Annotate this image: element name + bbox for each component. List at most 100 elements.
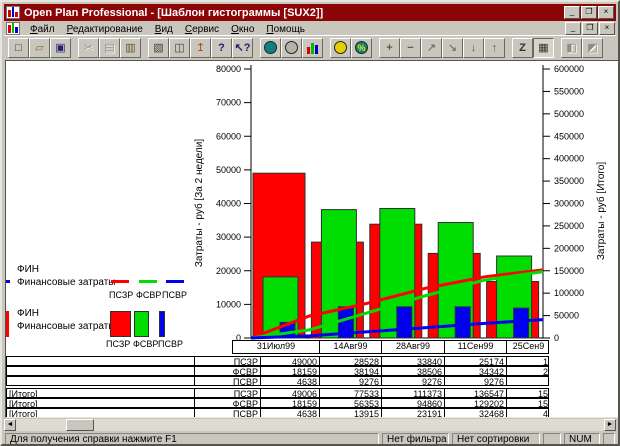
toolbar-separator bbox=[554, 38, 561, 58]
date-header-4: 11Сен99 bbox=[444, 341, 506, 353]
toolbar-separator bbox=[253, 38, 260, 58]
cumulative-line-ПСВР bbox=[250, 318, 544, 340]
add-icon: + bbox=[386, 41, 393, 54]
close-button[interactable]: × bbox=[598, 6, 614, 19]
scroll-right-button[interactable]: ► bbox=[604, 419, 616, 431]
scroll-left-button[interactable]: ◄ bbox=[4, 419, 16, 431]
legend-bar-label-ПСВР: ПСВР bbox=[158, 339, 183, 349]
row-value-3: 38506 bbox=[381, 367, 444, 375]
zoom-z-button[interactable]: Z bbox=[512, 37, 533, 58]
progress-chart-button bbox=[281, 37, 302, 58]
add-button[interactable]: + bbox=[379, 37, 400, 58]
table-date-header-row[interactable]: 31Июл99 14Авг99 28Авг99 11Сен99 25Сен9 bbox=[232, 340, 549, 354]
legend-line-group-subtitle: Финансовые затраты bbox=[17, 277, 116, 288]
context-help-icon: ↖? bbox=[234, 42, 251, 54]
spreadsheet-view-button[interactable]: ▦ bbox=[533, 37, 554, 58]
title-bar[interactable]: Open Plan Professional - [Шаблон гистогр… bbox=[4, 4, 616, 21]
row-value-2: 56353 bbox=[319, 399, 381, 407]
doc-minimize-button[interactable]: _ bbox=[565, 21, 581, 35]
date-header-2: 14Авг99 bbox=[319, 341, 381, 353]
doc-close-button[interactable]: × bbox=[599, 21, 615, 35]
row-value-4: 129202 bbox=[444, 399, 506, 407]
row-resource-label: ПСВР bbox=[194, 409, 260, 417]
row-value-1: 18159 bbox=[260, 399, 319, 407]
move-up-button[interactable]: ↑ bbox=[484, 37, 505, 58]
row-value-5: 1 bbox=[506, 357, 550, 365]
new-document-button[interactable]: □ bbox=[8, 37, 29, 58]
percent-complete-icon: % bbox=[355, 41, 368, 54]
toolbar: □ ▱ ▣ ✂ ▤ ▥ ▧ ◫ ↥? ↖?% + − ↗ ↘ ↓ ↑ Z ▦ ◧ ◩ bbox=[4, 35, 616, 59]
legend-line-label-ПСЗР: ПСЗР bbox=[109, 290, 134, 300]
help-button[interactable]: ? bbox=[211, 37, 232, 58]
cascade-window-icon: ◩ bbox=[587, 42, 598, 54]
link-button[interactable]: ↗ bbox=[421, 37, 442, 58]
row-value-3: 94860 bbox=[381, 399, 444, 407]
row-value-2: 77533 bbox=[319, 389, 381, 397]
menu-редактирование[interactable]: Редактирование bbox=[66, 24, 143, 35]
menu-items: Файл Редактирование Вид Сервис Окно Помощь bbox=[24, 19, 311, 37]
app-icon[interactable] bbox=[6, 6, 20, 19]
menu-файл[interactable]: Файл bbox=[30, 24, 55, 35]
legend-line-label-ПСВР: ПСВР bbox=[162, 290, 187, 300]
cost-coin-button[interactable] bbox=[330, 37, 351, 58]
open-button[interactable]: ▱ bbox=[29, 37, 50, 58]
bar-ПСВР-period-4 bbox=[454, 306, 471, 339]
percent-complete-button[interactable]: % bbox=[351, 37, 372, 58]
legend-line-swatch-ПСВР bbox=[166, 280, 184, 283]
status-bar: Для получения справки нажмите F1 Нет фил… bbox=[4, 432, 616, 444]
unlink-button[interactable]: ↘ bbox=[442, 37, 463, 58]
print-preview-button[interactable]: ◫ bbox=[169, 37, 190, 58]
doc-restore-button[interactable]: ❐ bbox=[582, 21, 598, 35]
table-row-4[interactable]: [Итого] ПСЗР 49006 77533 111373 136547 15 bbox=[6, 388, 549, 398]
menu-вид[interactable]: Вид bbox=[154, 24, 173, 35]
menu-окно[interactable]: Окно bbox=[231, 24, 255, 35]
print-icon: ▧ bbox=[153, 42, 164, 54]
context-help-button[interactable]: ↖? bbox=[232, 37, 253, 58]
print-preview-icon: ◫ bbox=[174, 42, 185, 54]
row-value-3: 33840 bbox=[381, 357, 444, 365]
table-row-6[interactable]: [Итого] ПСВР 4638 13915 23191 32468 4 bbox=[6, 408, 549, 417]
restore-button[interactable]: ❐ bbox=[581, 6, 597, 19]
menu-bar: Файл Редактирование Вид Сервис Окно Помощь _ … bbox=[4, 21, 616, 35]
minimize-button[interactable]: _ bbox=[564, 6, 580, 19]
row-resource-label: ФСВР bbox=[194, 367, 260, 375]
right-axis-tick-label: 300000 bbox=[554, 199, 584, 209]
print-button[interactable]: ▧ bbox=[148, 37, 169, 58]
document-icon[interactable] bbox=[6, 21, 20, 35]
paste-button[interactable]: ▥ bbox=[120, 37, 141, 58]
legend-bar-group-subtitle: Финансовые затраты bbox=[17, 321, 116, 332]
legend-fragment-blue bbox=[6, 280, 10, 283]
row-value-4: 9276 bbox=[444, 377, 506, 385]
row-value-5 bbox=[506, 377, 550, 385]
left-axis-tick-label: 30000 bbox=[216, 232, 241, 242]
right-axis-tick-label: 450000 bbox=[554, 131, 584, 141]
time-clock-chart-button[interactable] bbox=[260, 37, 281, 58]
table-row-1[interactable]: ПСЗР 49000 28528 33840 25174 1 bbox=[6, 356, 549, 366]
table-row-2[interactable]: ФСВР 18159 38194 38506 34342 2 bbox=[6, 366, 549, 376]
horizontal-scrollbar[interactable]: ◄ ► bbox=[4, 419, 616, 431]
open-icon: ▱ bbox=[35, 42, 44, 54]
tile-window-icon: ◧ bbox=[566, 42, 577, 54]
right-axis-tick-label: 100000 bbox=[554, 288, 584, 298]
row-value-3: 23191 bbox=[381, 409, 444, 417]
scrollbar-thumb[interactable] bbox=[66, 419, 94, 431]
date-header-3: 28Авг99 bbox=[381, 341, 444, 353]
table-row-5[interactable]: [Итого] ФСВР 18159 56353 94860 129202 15 bbox=[6, 398, 549, 408]
row-value-5: 15 bbox=[506, 389, 550, 397]
save-button[interactable]: ▣ bbox=[50, 37, 71, 58]
remove-button[interactable]: − bbox=[400, 37, 421, 58]
row-value-4: 32468 bbox=[444, 409, 506, 417]
move-down-button[interactable]: ↓ bbox=[463, 37, 484, 58]
row-group-label bbox=[7, 357, 194, 365]
menu-помощь[interactable]: Помощь bbox=[266, 24, 306, 35]
legend-bar-label-ФСВР: ФСВР bbox=[133, 339, 159, 349]
status-help-text: Для получения справки нажмите F1 bbox=[5, 433, 379, 444]
paste-icon: ▥ bbox=[125, 42, 136, 54]
table-row-3[interactable]: ПСВР 4638 9276 9276 9276 bbox=[6, 376, 549, 386]
row-value-4: 25174 bbox=[444, 357, 506, 365]
update-button[interactable]: ↥ bbox=[190, 37, 211, 58]
histogram-button[interactable] bbox=[302, 37, 323, 58]
menu-сервис[interactable]: Сервис bbox=[184, 24, 220, 35]
left-axis-title: Затраты - руб [За 2 недели] bbox=[193, 139, 205, 267]
row-resource-label: ПСЗР bbox=[194, 389, 260, 397]
